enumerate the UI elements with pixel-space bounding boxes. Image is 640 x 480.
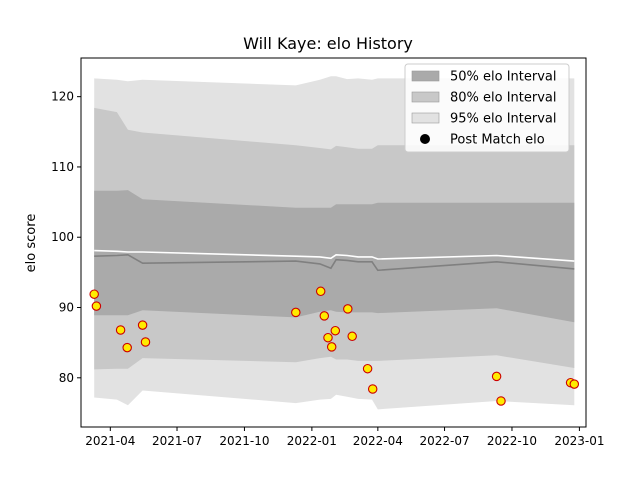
post-match-elo-point <box>115 325 126 335</box>
post-match-elo-point <box>122 342 132 353</box>
y-tick-label: 110 <box>51 160 74 174</box>
post-match-elo-point <box>140 337 151 347</box>
post-match-elo-point <box>569 379 580 389</box>
legend-label: 80% elo Interval <box>450 91 557 106</box>
x-tick-label: 2022-10 <box>487 434 537 448</box>
plot-frame <box>80 57 587 428</box>
post-match-elo-point <box>89 289 99 299</box>
plot-area: 2021-04 2021-07 2021-10 2022-01 2022-04 2022-… <box>51 57 604 448</box>
legend-marker <box>420 134 430 144</box>
y-tick-label: 90 <box>59 301 74 315</box>
y-tick-label: 80 <box>59 371 74 385</box>
post-match-elo-point <box>291 307 301 318</box>
post-match-elo-point <box>323 332 333 343</box>
y-tick-label: 100 <box>51 230 74 244</box>
x-tick-label: 2021-04 <box>85 434 135 448</box>
post-match-elo-point <box>330 325 341 336</box>
post-match-elo-point <box>343 304 353 314</box>
legend-label: 50% elo Interval <box>450 70 557 85</box>
post-match-elo-point <box>491 371 502 382</box>
x-tick-label: 2022-07 <box>419 434 469 448</box>
y-tick-label: 120 <box>51 90 74 104</box>
post-match-elo-point <box>315 286 326 297</box>
legend-swatch <box>411 112 440 124</box>
x-tick-label: 2023-01 <box>554 434 604 448</box>
post-match-elo-point <box>367 384 378 394</box>
x-tick-label: 2021-07 <box>152 434 202 448</box>
median-elo-line <box>94 253 575 272</box>
legend-box <box>404 63 570 153</box>
post-match-elo-point <box>362 363 373 374</box>
post-match-elo-point <box>326 342 337 352</box>
legend: 50% elo Interval 80% elo Interval 95% elo … <box>404 63 570 153</box>
y-axis-label: elo score <box>24 214 39 273</box>
legend-label: 95% elo Interval <box>450 112 557 127</box>
post-match-elo-point <box>496 396 506 406</box>
x-tick-label: 2021-10 <box>219 434 269 448</box>
post-match-elo-point <box>91 301 102 311</box>
post-match-elo-point <box>347 331 357 342</box>
x-tick-label: 2022-04 <box>353 434 403 448</box>
legend-label: Post Match elo <box>450 133 545 148</box>
legend-swatch <box>411 91 440 103</box>
mean-elo-line <box>94 249 575 262</box>
post-match-elo-point <box>319 311 330 321</box>
chart-title: Will Kaye: elo History <box>243 34 413 53</box>
legend-swatch <box>411 70 440 82</box>
post-match-elo-point <box>137 320 148 330</box>
x-tick-label: 2022-01 <box>287 434 337 448</box>
